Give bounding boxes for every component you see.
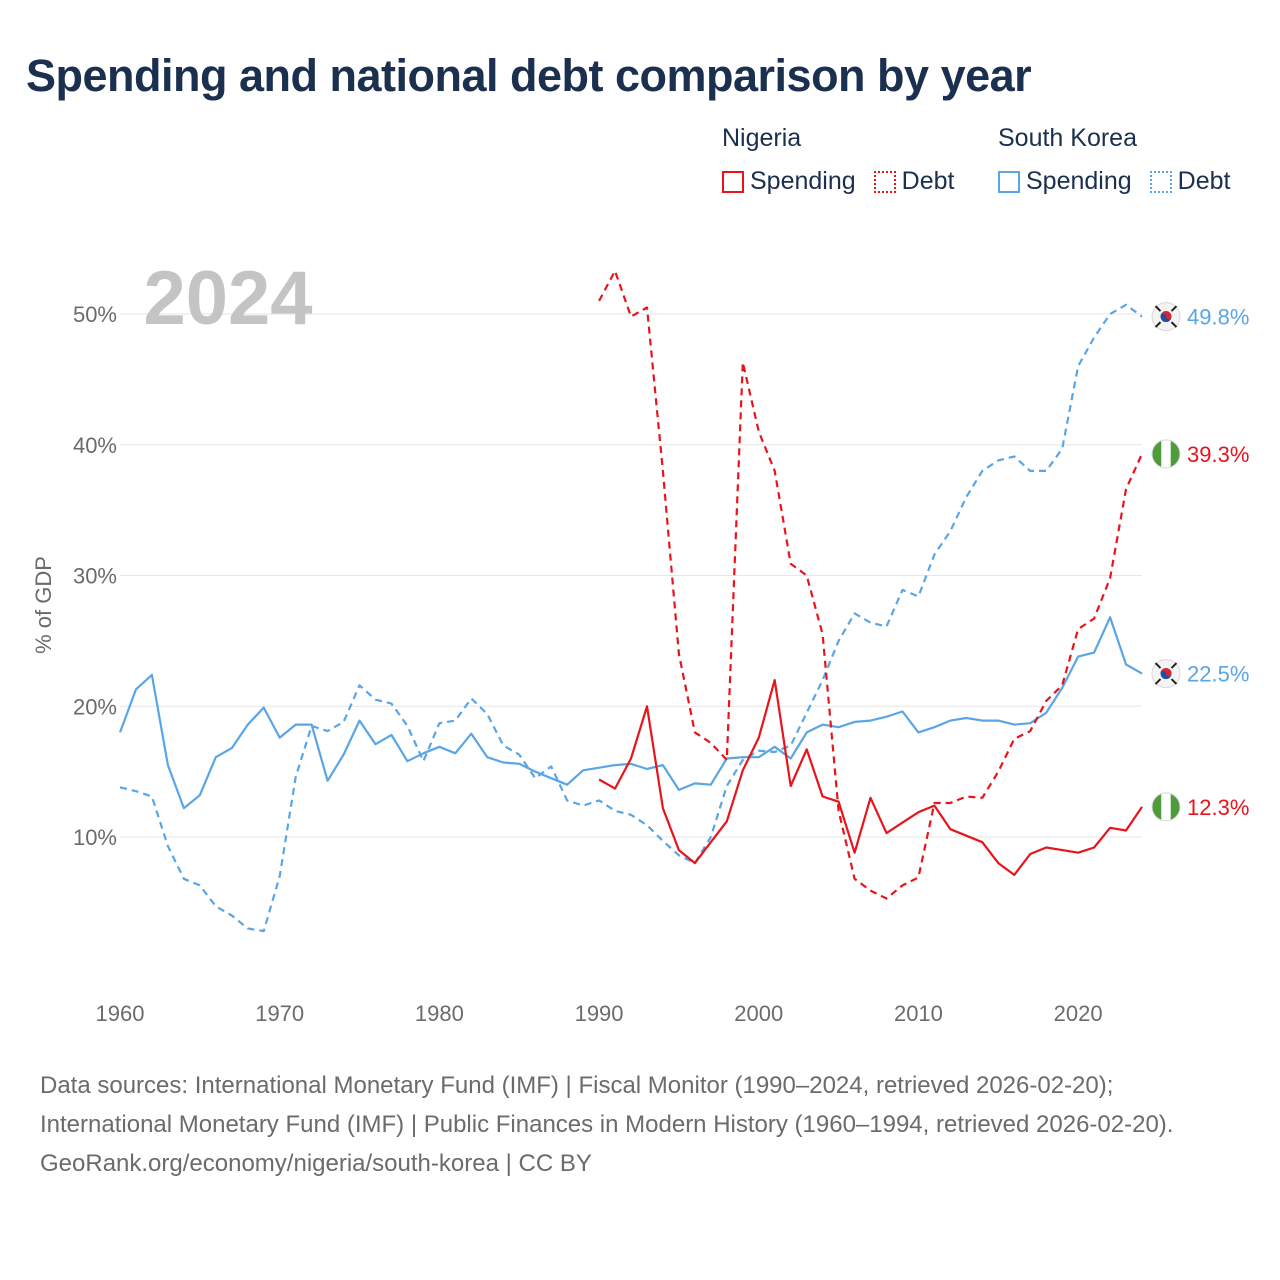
end-value-label: 22.5% — [1187, 662, 1249, 687]
legend-group-nigeria: Nigeria Spending Debt — [722, 124, 954, 196]
legend-label: Spending — [1026, 167, 1132, 195]
y-axis-title: % of GDP — [31, 556, 56, 654]
end-value-label: 49.8% — [1187, 305, 1249, 330]
series-line-nigeria-debt — [598, 269, 1144, 900]
y-tick-label: 30% — [73, 564, 117, 589]
legend-swatch-solid-icon — [722, 170, 744, 193]
nigeria-flag-icon — [1151, 792, 1181, 822]
x-tick-label: 1970 — [255, 1001, 304, 1026]
legend-group-label: Nigeria — [722, 124, 802, 152]
legend-swatch-dotted-icon — [1149, 170, 1172, 193]
footer: Data sources: International Monetary Fun… — [40, 1066, 1240, 1183]
end-value-label: 39.3% — [1187, 442, 1249, 467]
legend-label: Debt — [1177, 167, 1231, 195]
x-tick-label: 2020 — [1054, 1001, 1103, 1026]
south-korea-flag-icon — [1151, 659, 1181, 689]
page-title: Spending and national debt comparison by… — [26, 50, 1032, 101]
legend-label: Spending — [750, 167, 856, 195]
legend-label: Debt — [901, 167, 955, 195]
legend-item-south-korea-spending[interactable]: Spending — [998, 167, 1132, 196]
x-tick-label: 1980 — [415, 1001, 464, 1026]
series-line-south-korea-debt — [119, 303, 1143, 933]
credit-link[interactable]: GeoRank.org/economy/nigeria/south-korea … — [40, 1150, 592, 1177]
legend-group-south-korea: South Korea Spending Debt — [998, 124, 1230, 196]
legend-item-south-korea-debt[interactable]: Debt — [1149, 167, 1231, 196]
x-tick-label: 2010 — [894, 1001, 943, 1026]
south-korea-flag-icon — [1151, 302, 1181, 332]
legend-item-nigeria-spending[interactable]: Spending — [722, 167, 856, 196]
legend-group-label: South Korea — [998, 124, 1137, 152]
nigeria-flag-icon — [1151, 439, 1181, 469]
data-sources: Data sources: International Monetary Fun… — [40, 1072, 1174, 1138]
y-tick-label: 40% — [73, 433, 117, 458]
x-tick-label: 2000 — [734, 1001, 783, 1026]
year-watermark: 2024 — [143, 256, 312, 341]
legend-swatch-solid-icon — [998, 170, 1020, 193]
legend-item-nigeria-debt[interactable]: Debt — [873, 167, 955, 196]
legend-swatch-dotted-icon — [873, 170, 896, 193]
series-line-nigeria-spending — [598, 679, 1143, 876]
series-line-south-korea-spending — [118, 616, 1143, 810]
y-tick-label: 50% — [73, 302, 117, 327]
y-tick-label: 10% — [73, 825, 117, 850]
end-value-label: 12.3% — [1187, 795, 1249, 820]
y-tick-label: 20% — [73, 694, 117, 719]
x-tick-label: 1990 — [575, 1001, 624, 1026]
x-tick-label: 1960 — [96, 1001, 145, 1026]
